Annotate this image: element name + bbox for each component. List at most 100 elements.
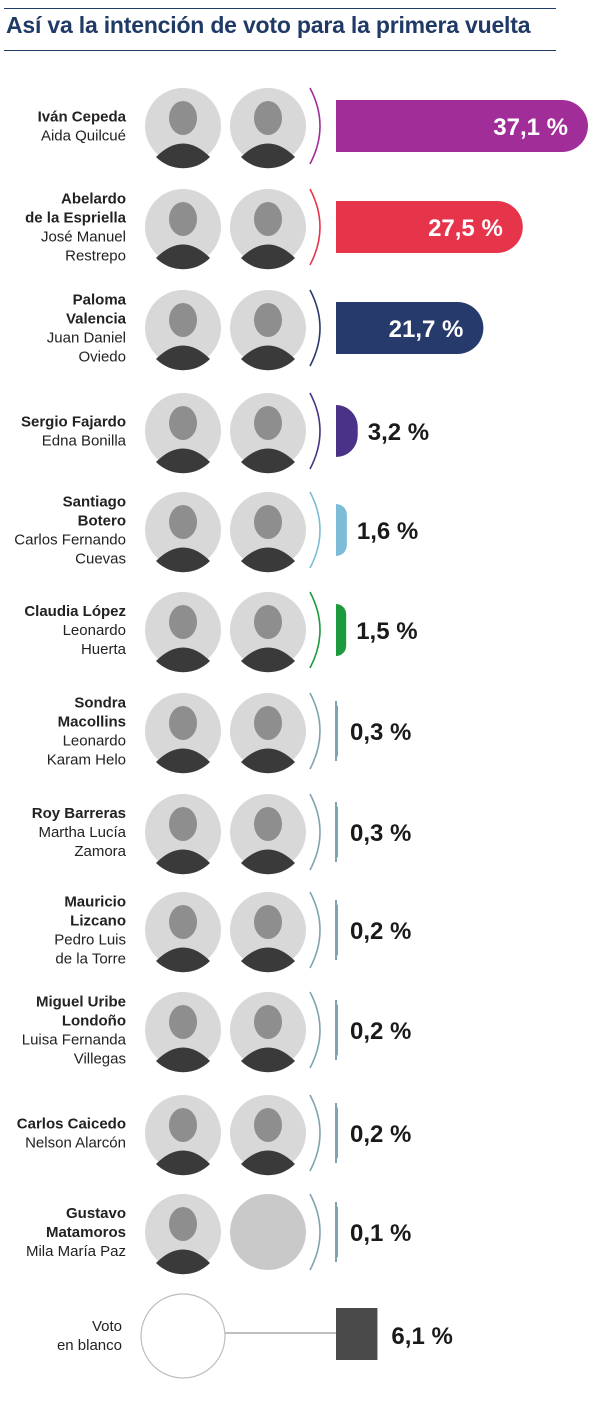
running-mate-photo [230, 290, 306, 371]
candidate-photo [145, 290, 221, 371]
candidate-name: Abelardo [61, 191, 126, 208]
candidate-name: Botero [78, 513, 126, 530]
candidate-names: Miguel Uribe Londoño Luisa Fernanda Villega… [22, 994, 127, 1068]
value-label: 6,1 % [391, 1323, 452, 1350]
candidate-name: Gustavo [66, 1205, 126, 1222]
candidate-photo [145, 393, 221, 474]
running-mate-name: Oviedo [78, 349, 126, 366]
bracket-arc [309, 1193, 321, 1271]
bar [336, 1004, 338, 1056]
candidate-name: Macollins [58, 714, 126, 731]
running-mate-photo [230, 693, 306, 774]
blank-vote-label-line: Voto [92, 1318, 122, 1335]
running-mate-name: Karam Helo [47, 752, 126, 769]
running-mate-name: de la Torre [55, 951, 126, 968]
candidate-name: Lizcano [70, 913, 126, 930]
candidate-name: Mauricio [64, 894, 126, 911]
value-label: 3,2 % [368, 419, 429, 446]
running-mate-name: Mila María Paz [26, 1243, 126, 1260]
value-label: 0,2 % [350, 918, 411, 945]
value-label: 1,6 % [357, 518, 418, 545]
candidate-name: de la Espriella [25, 210, 127, 227]
running-mate-name: Luisa Fernanda [22, 1032, 127, 1049]
bar [336, 1206, 338, 1258]
candidate-name: Londoño [62, 1013, 126, 1030]
value-label: 0,2 % [350, 1018, 411, 1045]
bar [336, 705, 339, 757]
bracket-arc [309, 289, 321, 367]
value-label: 27,5 % [428, 215, 503, 242]
value-label: 0,2 % [350, 1121, 411, 1148]
bar [336, 904, 338, 956]
value-label: 21,7 % [389, 316, 464, 343]
bracket-arc [309, 793, 321, 871]
running-mate-name: Zamora [74, 843, 126, 860]
running-mate-name: Edna Bonilla [42, 433, 127, 450]
running-mate-name: Pedro Luis [54, 932, 126, 949]
title-rule-bottom [4, 50, 556, 51]
bar [336, 302, 484, 354]
candidate-names: Mauricio Lizcano Pedro Luis de la Torre [54, 894, 126, 968]
candidate-name: Iván Cepeda [38, 109, 127, 126]
candidate-names: Roy Barreras Martha Lucía Zamora [32, 805, 127, 860]
candidate-names: Iván Cepeda Aida Quilcué [38, 109, 127, 145]
running-mate-photo [230, 794, 306, 875]
blank-vote-label-line: en blanco [57, 1337, 122, 1354]
running-mate-name: Carlos Fernando [14, 532, 126, 549]
running-mate-name: Juan Daniel [47, 330, 126, 347]
bracket-arc [309, 591, 321, 669]
title-rule-top [4, 8, 556, 9]
bracket-arc [309, 491, 321, 569]
running-mate-name: José Manuel [41, 229, 126, 246]
running-mate-name: Aida Quilcué [41, 128, 126, 145]
candidate-name: Claudia López [24, 603, 126, 620]
candidate-photo [145, 492, 221, 573]
value-label: 0,3 % [350, 719, 411, 746]
running-mate-name: Leonardo [63, 622, 126, 639]
bracket-arc [309, 1094, 321, 1172]
candidate-photo [145, 1194, 221, 1275]
bar [336, 100, 588, 152]
running-mate-photo [230, 1194, 306, 1270]
candidate-name: Paloma [73, 292, 127, 309]
candidate-names: Gustavo Matamoros Mila María Paz [26, 1205, 126, 1260]
bar [336, 504, 347, 556]
candidate-name: Roy Barreras [32, 805, 126, 822]
bracket-arc [309, 991, 321, 1069]
bar [336, 806, 339, 858]
candidate-names: Sondra Macollins Leonardo Karam Helo [47, 695, 127, 769]
candidate-photo [145, 693, 221, 774]
running-mate-photo [230, 88, 306, 169]
candidate-names: Claudia López Leonardo Huerta [24, 603, 126, 658]
bracket-arc [309, 87, 321, 165]
candidate-photo [145, 992, 221, 1073]
bracket-arc [309, 692, 321, 770]
page-title: Así va la intención de voto para la prim… [6, 12, 531, 38]
running-mate-photo [230, 492, 306, 573]
candidate-photo [145, 794, 221, 875]
running-mate-photo [230, 189, 306, 270]
running-mate-photo [230, 992, 306, 1073]
running-mate-name: Martha Lucía [38, 824, 126, 841]
candidate-name: Sergio Fajardo [21, 414, 126, 431]
bar [336, 1308, 378, 1360]
running-mate-name: Leonardo [63, 733, 126, 750]
candidate-name: Sondra [74, 695, 126, 712]
candidate-name: Valencia [66, 311, 127, 328]
bar [336, 201, 523, 253]
bar [336, 604, 347, 656]
candidate-names: Sergio Fajardo Edna Bonilla [21, 414, 127, 450]
candidate-name: Miguel Uribe [36, 994, 126, 1011]
candidate-names: Carlos Caicedo Nelson Alarcón [17, 1116, 126, 1152]
candidate-name: Carlos Caicedo [17, 1116, 126, 1133]
bracket-arc [309, 392, 321, 470]
candidate-photo [145, 892, 221, 973]
candidate-names: Santiago Botero Carlos Fernando Cuevas [14, 494, 126, 568]
candidate-names: Paloma Valencia Juan Daniel Oviedo [47, 292, 127, 366]
candidate-name: Matamoros [46, 1224, 126, 1241]
value-label: 37,1 % [493, 114, 568, 141]
value-label: 1,5 % [356, 618, 417, 645]
running-mate-photo [230, 393, 306, 474]
blank-vote-circle [140, 1293, 226, 1379]
running-mate-photo [230, 892, 306, 973]
